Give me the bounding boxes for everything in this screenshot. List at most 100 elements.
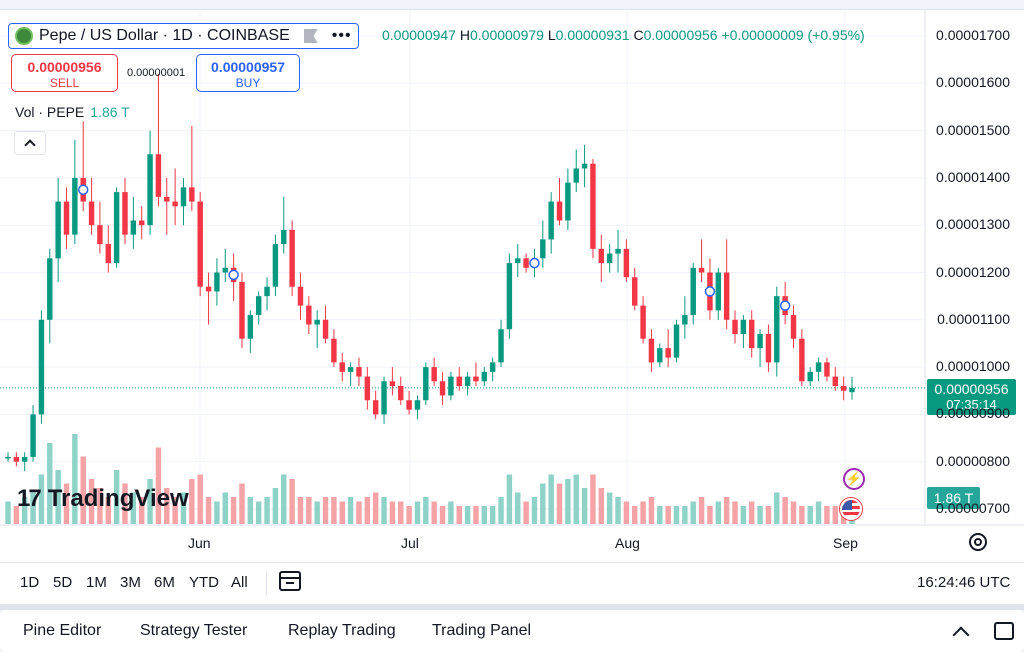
candle-body [297,286,304,306]
volume-bar [573,474,579,524]
event-marker-icon[interactable] [228,269,239,281]
volume-bar [414,501,421,524]
candle-body [272,244,279,287]
candle-body [774,296,780,363]
range-5d-button[interactable]: 5D [53,574,73,591]
candle-body [281,229,287,245]
volume-bar [506,474,513,524]
current-price-tag: 0.00000956 07:35:14 [927,379,1016,415]
time-label: Jun [188,535,211,551]
candle-body [632,277,638,306]
tab-strategy-tester[interactable]: Strategy Tester [140,622,248,639]
candle-body [523,258,529,268]
volume-bar [757,506,763,524]
volume-bar [356,501,362,524]
volume-legend[interactable]: Vol · PEPE 1.86 T [15,104,130,120]
volume-bar [824,506,830,524]
sell-button[interactable]: 0.00000956 SELL [11,54,118,92]
event-marker-icon[interactable] [779,300,791,311]
volume-bar [255,501,262,524]
candle-body [439,381,446,396]
candle-body [406,400,412,410]
volume-bar [30,492,36,524]
volume-bar [230,497,237,524]
volume-bar [590,474,596,524]
event-marker-icon[interactable] [704,286,716,297]
candle-body [648,338,655,363]
candle-body [47,258,53,320]
volume-bar [272,488,279,524]
volume-bar [807,506,813,524]
volume-bar [222,492,228,524]
lightning-icon[interactable]: ⚡ [843,468,865,490]
close-value: 0.00000956 [643,27,718,43]
volume-bar [122,483,128,524]
candle-body [807,371,813,382]
volume-bar [431,501,437,524]
candle-body [239,281,245,339]
volume-bar [581,488,588,524]
volume-bar [130,492,137,524]
clock[interactable]: 16:24:46 UTC [917,574,1011,591]
candle-body [164,196,170,202]
chevron-up-icon[interactable] [952,626,970,644]
candle-body [673,324,680,358]
logo-text: TradingView [47,485,189,512]
range-ytd-button[interactable]: YTD [189,574,219,591]
volume-bar [740,506,747,524]
candle-body [364,376,371,401]
collapse-indicators-button[interactable] [14,131,46,155]
volume-bar [498,497,504,524]
range-1d-button[interactable]: 1D [20,574,40,591]
tab-trading-panel[interactable]: Trading Panel [432,622,532,639]
volume-bar [715,501,722,524]
candle-body [5,456,11,459]
flag-icon[interactable] [303,29,318,43]
volume-bar [147,479,153,524]
current-price: 0.00000956 [934,381,1009,397]
range-all-button[interactable]: All [231,574,248,591]
volume-bar [598,488,605,524]
price-chart[interactable] [0,10,1024,562]
range-3m-button[interactable]: 3M [120,574,141,591]
date-range-toolbar: 1D 5D 1M 3M 6M YTD All 16:24:46 UTC [0,562,1024,602]
candle-body [590,163,596,249]
maximize-icon[interactable] [994,622,1014,640]
volume-bar [489,506,496,524]
volume-bar [164,488,170,524]
candle-body [13,456,20,462]
range-1m-button[interactable]: 1M [86,574,107,591]
sell-price: 0.00000956 [27,59,102,75]
buy-label: BUY [235,76,261,90]
candle-body [423,367,429,401]
event-marker-icon[interactable] [529,257,540,269]
candle-body [88,201,95,226]
ohlc-values: 0.00000947 H0.00000979 L0.00000931 C0.00… [382,27,865,43]
candle-body [790,315,797,339]
volume-bar [774,492,780,524]
volume-bar [314,501,320,524]
range-6m-button[interactable]: 6M [154,574,175,591]
volume-bar [239,483,245,524]
more-options-icon[interactable]: ••• [331,27,352,44]
volume-bar [398,501,404,524]
symbol-legend[interactable]: Pepe / US Dollar · 1D · COINBASE ••• [8,23,359,49]
tradingview-logo[interactable]: 17 TradingView [17,485,189,513]
candle-body [155,154,162,197]
tab-pine-editor[interactable]: Pine Editor [23,622,102,639]
volume-bar [723,497,730,524]
event-marker-icon[interactable] [77,184,89,195]
candle-body [189,187,195,202]
volume-bar [197,474,203,524]
tab-replay-trading[interactable]: Replay Trading [288,622,396,639]
settings-icon[interactable] [969,533,987,551]
calendar-icon[interactable] [279,571,301,591]
events-flags[interactable] [840,498,888,522]
close-label: C [633,27,644,43]
candle-body [339,362,345,372]
volume-bar [5,501,11,524]
buy-button[interactable]: 0.00000957 BUY [196,54,300,92]
candle-body [314,319,320,325]
candle-body [698,267,705,273]
high-value: 0.00000979 [469,27,544,43]
